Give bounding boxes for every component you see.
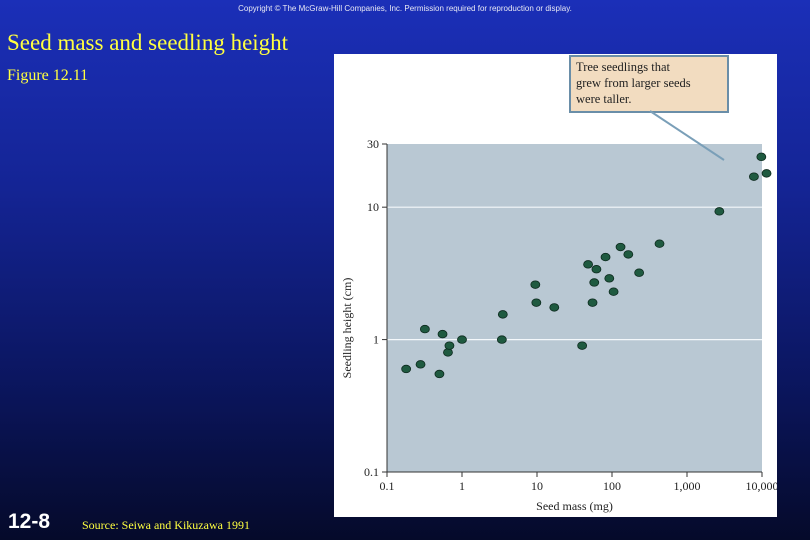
data-point (623, 250, 634, 259)
y-ticks: 0.1 1 10 30 (364, 137, 387, 479)
data-point (549, 303, 560, 312)
callout-text-line: grew from larger seeds (576, 76, 691, 90)
data-point (457, 335, 467, 344)
x-tick-label: 10,000 (746, 479, 778, 493)
source-citation: Source: Seiwa and Kikuzawa 1991 (82, 518, 250, 532)
y-tick-label: 1 (373, 333, 379, 347)
data-point (587, 298, 598, 307)
data-point (714, 207, 725, 216)
data-point (401, 364, 412, 374)
callout-text-line: were taller. (576, 92, 632, 106)
data-point (634, 268, 645, 277)
data-point (530, 280, 541, 289)
y-tick-label: 30 (367, 137, 379, 151)
slide-title: Seed mass and seedling height (7, 30, 289, 55)
x-tick-label: 1 (459, 479, 465, 493)
data-point (419, 324, 430, 334)
data-point (444, 341, 455, 350)
scatter-chart: 0.1 1 10 100 1,000 10,000 0.1 1 10 30 Seed mass … (340, 55, 778, 513)
gridlines (387, 206, 762, 341)
y-tick-label: 0.1 (364, 465, 379, 479)
data-point (583, 260, 593, 269)
callout-text-line: Tree seedlings that (576, 60, 670, 74)
data-point (434, 369, 445, 379)
figure-label: Figure 12.11 (7, 67, 89, 84)
y-tick-label: 10 (367, 200, 379, 214)
scatter-chart-figure: 0.1 1 10 100 1,000 10,000 0.1 1 10 30 Seed mass … (334, 54, 777, 517)
data-point (756, 152, 767, 162)
data-point (608, 287, 619, 296)
data-point (497, 310, 508, 319)
data-point (600, 252, 611, 262)
callout-pointer (649, 110, 725, 161)
copyright-notice: Copyright © The McGraw-Hill Companies, I… (238, 4, 572, 13)
plot-area (387, 144, 762, 472)
data-point (591, 265, 602, 274)
x-tick-label: 0.1 (380, 479, 395, 493)
slide-number: 12-8 (8, 510, 51, 533)
data-point (577, 341, 588, 350)
data-points (401, 152, 772, 379)
x-tick-label: 1,000 (674, 479, 701, 493)
data-point (654, 239, 665, 248)
callout-box (569, 55, 729, 113)
data-point (496, 335, 507, 344)
data-point (749, 172, 759, 181)
x-axis-label: Seed mass (mg) (536, 499, 613, 513)
annotation-callout: Tree seedlings that grew from larger seed… (569, 55, 729, 161)
x-tick-label: 100 (603, 479, 621, 493)
data-point (531, 298, 542, 307)
data-point (443, 348, 453, 357)
data-point (604, 274, 615, 283)
data-point (615, 242, 626, 252)
data-point (415, 360, 426, 369)
data-point (437, 329, 448, 339)
data-point (589, 278, 600, 287)
x-tick-label: 10 (531, 479, 543, 493)
callout-text: Tree seedlings that grew from larger seed… (576, 60, 691, 106)
y-axis-label: Seedling height (cm) (340, 278, 354, 379)
x-ticks: 0.1 1 10 100 1,000 10,000 (380, 472, 778, 493)
data-point (761, 169, 772, 178)
